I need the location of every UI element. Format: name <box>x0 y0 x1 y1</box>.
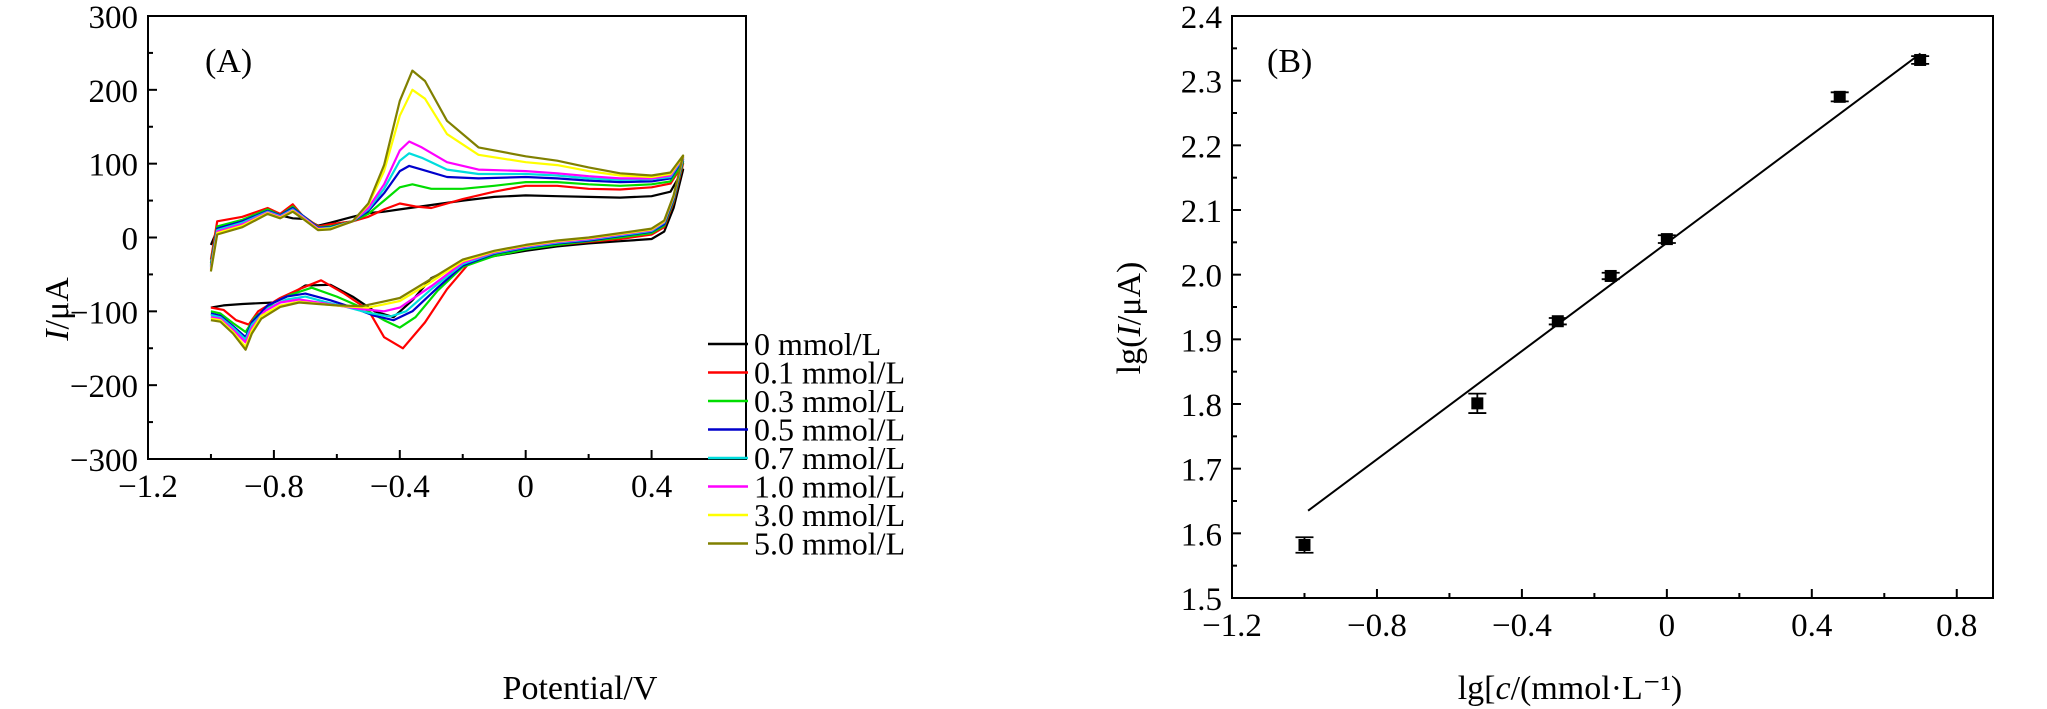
panel-b-y-tick-label: 1.8 <box>1181 388 1222 424</box>
data-point <box>1833 90 1846 103</box>
data-point <box>1298 538 1311 551</box>
panel-b-linear-fit: −1.2 −0.8 −0.4 0 0.4 0.8 1.5 1.6 1.7 1.8 1.9 2.0 2.1… <box>1111 0 1994 707</box>
panel-b-y-axis-label: lg(I/μA) <box>1111 262 1148 375</box>
panel-a-x-axis-label: Potential/V <box>503 670 658 707</box>
panel-b-y-tick-label: 1.7 <box>1181 453 1222 489</box>
panel-b-y-tick-label: 1.5 <box>1181 582 1222 618</box>
data-point <box>1604 269 1617 282</box>
panel-b-y-label-symbol: I <box>1111 324 1148 338</box>
panel-a-plot-frame <box>147 15 747 460</box>
panel-a-y-label-unit: /μA <box>39 277 76 330</box>
panel-a-y-tick-label: 200 <box>89 74 139 110</box>
panel-a-x-tick-label: −0.8 <box>244 469 304 505</box>
panel-b-ticks: −1.2 −0.8 −0.4 0 0.4 0.8 1.5 1.6 1.7 1.8 1.9 2.0 2.1… <box>1181 0 1978 644</box>
panel-a-legend: 0 mmol/L0.1 mmol/L0.3 mmol/L0.5 mmol/L0.… <box>708 326 905 562</box>
panel-b-x-tick-label: −0.4 <box>1492 608 1552 644</box>
panel-a-x-tick-label: 0 <box>517 469 534 505</box>
panel-b-y-tick-label: 2.0 <box>1181 259 1222 295</box>
panel-b-x-tick-label: 0 <box>1659 608 1676 644</box>
panel-a-ticks: −1.2 −0.8 −0.4 0 0.4 −300 −200 −100 0 100 200 300 <box>70 0 672 505</box>
panel-a-x-tick-label: −1.2 <box>118 469 178 505</box>
panel-a-label: (A) <box>205 43 252 80</box>
legend-entry: 0.1 mmol/L <box>754 355 905 391</box>
panel-b-x-tick-label: 0.4 <box>1791 608 1832 644</box>
panel-b-plot-frame <box>1231 15 1994 599</box>
panel-b-x-tick-label: 0.8 <box>1936 608 1977 644</box>
data-point <box>1551 315 1564 328</box>
panel-b-y-tick-label: 2.2 <box>1181 129 1222 165</box>
panel-a-x-tick-label: 0.4 <box>631 469 672 505</box>
panel-b-y-tick-label: 2.4 <box>1181 0 1222 36</box>
panel-a-y-axis-label: I/μA <box>39 277 76 342</box>
legend-entry: 0 mmol/L <box>754 326 881 362</box>
panel-a-y-tick-label: 300 <box>89 0 139 36</box>
legend-entry: 5.0 mmol/L <box>754 526 905 562</box>
panel-b-x-tick-label: −1.2 <box>1202 608 1262 644</box>
panel-b-y-tick-label: 1.9 <box>1181 323 1222 359</box>
legend-entry: 0.5 mmol/L <box>754 412 905 448</box>
panel-a-cyclic-voltammogram: −1.2 −0.8 −0.4 0 0.4 −300 −200 −100 0 100 200 300 (… <box>39 0 905 707</box>
panel-b-x-label-prefix: lg[ <box>1458 670 1496 707</box>
panel-a-x-tick-label: −0.4 <box>370 469 430 505</box>
panel-a-y-tick-label: −200 <box>70 369 138 405</box>
data-point <box>1914 53 1927 66</box>
panel-b-y-tick-label: 1.6 <box>1181 517 1222 553</box>
panel-b-x-label-unit: /(mmol·L⁻¹) <box>1511 670 1683 707</box>
legend-entry: 1.0 mmol/L <box>754 469 905 505</box>
panel-b-x-label-symbol: c <box>1496 670 1511 707</box>
cv-curve <box>209 69 685 351</box>
fit-line <box>1307 52 1922 512</box>
panel-b-y-label-unit: /μA) <box>1111 262 1148 326</box>
panel-b-y-tick-label: 2.1 <box>1181 194 1222 230</box>
legend-entry: 0.3 mmol/L <box>754 383 905 419</box>
panel-b-x-axis-label: lg[c/(mmol·L⁻¹) <box>1458 670 1683 707</box>
panel-a-series <box>209 69 685 351</box>
panel-b-x-tick-label: −0.8 <box>1347 608 1407 644</box>
panel-a-y-label-symbol: I <box>39 328 76 342</box>
panel-b-y-tick-label: 2.3 <box>1181 65 1222 101</box>
panel-a-y-tick-label: 0 <box>122 222 139 258</box>
data-point <box>1471 397 1484 410</box>
panel-a-y-tick-label: 100 <box>89 148 139 184</box>
panel-b-marks <box>1295 52 1930 554</box>
legend-entry: 3.0 mmol/L <box>754 497 905 533</box>
panel-b-y-label-prefix: lg( <box>1111 337 1148 375</box>
data-point <box>1660 233 1673 246</box>
panel-a-y-tick-label: −100 <box>70 295 138 331</box>
legend-entry: 0.7 mmol/L <box>754 440 905 476</box>
panel-b-label: (B) <box>1267 43 1312 80</box>
panel-a-y-tick-label: −300 <box>70 443 138 479</box>
